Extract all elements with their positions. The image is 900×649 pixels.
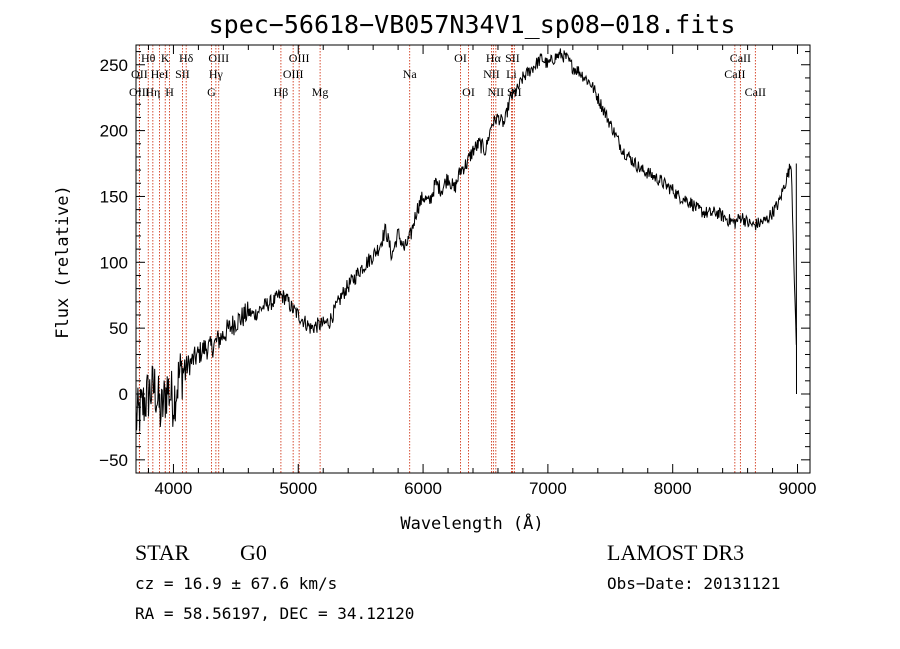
- y-tick-label: 150: [100, 187, 128, 206]
- line-marker-label: OI: [462, 85, 475, 99]
- line-marker-label: Hα: [486, 51, 502, 65]
- y-tick-label: 0: [119, 385, 128, 404]
- y-tick-label: −50: [99, 451, 128, 470]
- line-marker-label: NII: [488, 85, 505, 99]
- object-subclass: G0: [240, 540, 267, 565]
- line-marker-label: OIII: [208, 51, 229, 65]
- line-marker-label: CaII: [730, 51, 751, 65]
- chart-title: spec−56618−VB057N34V1_sp08−018.fits: [209, 10, 736, 39]
- line-label-group: Hθ OII OIII K HeI Hη H Hδ SII OIII Hγ G Hβ OIII OIII Mg…: [129, 51, 766, 99]
- x-tick-label: 9000: [779, 479, 817, 498]
- line-marker-label: CaII: [724, 67, 745, 81]
- y-axis: −50 0 50 100 150 200 250: [99, 51, 810, 474]
- line-marker-label: K: [161, 51, 170, 65]
- spectrum-series-line: [135, 48, 797, 432]
- y-tick-label: 50: [109, 319, 128, 338]
- x-axis: 4000 5000 6000 7000 8000 9000: [147, 45, 817, 498]
- x-axis-label: Wavelength (Å): [400, 512, 543, 534]
- object-class: STAR: [135, 540, 190, 565]
- line-marker-label: OIII: [283, 67, 304, 81]
- x-tick-label: 6000: [404, 479, 442, 498]
- x-tick-label: 7000: [529, 479, 567, 498]
- line-marker-label: Hγ: [209, 67, 224, 81]
- line-marker-label: Hβ: [274, 85, 289, 99]
- y-tick-label: 200: [100, 122, 128, 141]
- line-marker-label: Na: [403, 67, 418, 81]
- line-marker-label: OII: [131, 67, 148, 81]
- line-marker-label: HeI: [151, 67, 169, 81]
- line-marker-label: Hη: [145, 85, 160, 99]
- obs-date-text: Obs−Date: 20131121: [607, 574, 780, 593]
- y-tick-label: 100: [100, 253, 128, 272]
- line-marker-label: OIII: [289, 51, 310, 65]
- line-marker-label: SII: [505, 51, 520, 65]
- coordinates-text: RA = 58.56197, DEC = 34.12120: [135, 604, 414, 623]
- line-marker-label: NII: [483, 67, 500, 81]
- x-tick-label: 8000: [654, 479, 692, 498]
- line-marker-label: G: [207, 85, 216, 99]
- plot-frame: [135, 44, 811, 474]
- line-marker-label: Hθ: [141, 51, 156, 65]
- y-axis-label: Flux (relative): [53, 185, 73, 339]
- line-marker-label: OIII: [129, 85, 150, 99]
- redshift-text: cz = 16.9 ± 67.6 km/s: [135, 574, 337, 593]
- line-marker-label: OI: [454, 51, 467, 65]
- line-marker-label: CaII: [745, 85, 766, 99]
- x-tick-label: 5000: [279, 479, 317, 498]
- line-marker-label: SII: [175, 67, 190, 81]
- x-tick-label: 4000: [155, 479, 193, 498]
- survey-name: LAMOST DR3: [607, 540, 744, 565]
- line-marker-label: Li: [506, 67, 517, 81]
- line-marker-label: H: [165, 85, 174, 99]
- line-marker-group: [138, 45, 756, 473]
- line-marker-label: Hδ: [179, 51, 194, 65]
- line-marker-label: Mg: [312, 85, 329, 99]
- y-tick-label: 250: [100, 56, 128, 75]
